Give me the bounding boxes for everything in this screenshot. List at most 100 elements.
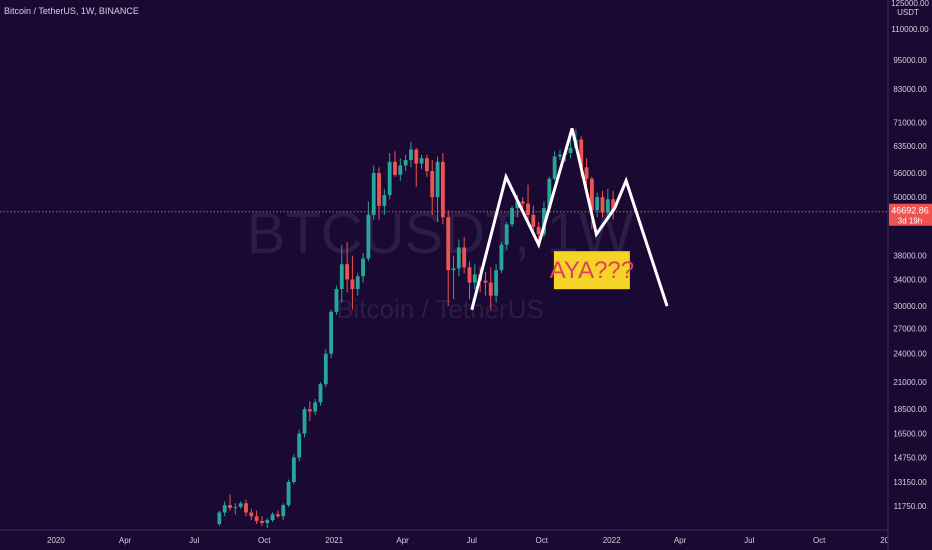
- candle: [318, 382, 323, 406]
- price-tick-label: 38000.00: [893, 252, 927, 261]
- candle: [350, 255, 355, 310]
- candle: [531, 205, 536, 235]
- pattern-drawing[interactable]: [470, 127, 669, 311]
- candle-body: [451, 268, 456, 271]
- candle: [244, 499, 248, 517]
- time-tick-label: Apr: [674, 536, 687, 545]
- candle: [446, 210, 451, 307]
- price-axis-currency: USDT: [897, 8, 919, 17]
- candle: [291, 453, 296, 485]
- time-tick-label: Oct: [258, 536, 271, 545]
- candle-body: [361, 258, 365, 277]
- candle: [297, 429, 302, 462]
- candle: [419, 154, 424, 170]
- candle: [467, 261, 472, 300]
- candle: [552, 151, 557, 181]
- candle: [238, 501, 243, 509]
- price-tick-label: 95000.00: [893, 56, 927, 65]
- candle-body: [377, 172, 381, 206]
- price-tick-label: 18500.00: [893, 405, 927, 414]
- candle-body: [339, 264, 344, 290]
- candle-body: [547, 178, 552, 209]
- price-tick-label: 13150.00: [893, 478, 927, 487]
- candle-body: [275, 514, 280, 517]
- candle: [611, 190, 616, 220]
- candle-body: [313, 402, 318, 412]
- price-tick-label: 11750.00: [894, 502, 927, 511]
- candle: [584, 158, 589, 189]
- candle-body: [302, 409, 307, 434]
- candle: [558, 149, 562, 161]
- candle-body: [430, 171, 435, 198]
- price-tick-label: 34000.00: [893, 275, 927, 284]
- candle-body: [222, 505, 227, 513]
- candle: [409, 141, 413, 168]
- candle: [398, 158, 403, 181]
- price-tick-label: 63500.00: [893, 142, 927, 151]
- candle: [403, 154, 408, 172]
- last-price-value: 46692.86: [891, 206, 929, 216]
- time-tick-label: 2020: [47, 536, 65, 545]
- candle-body: [249, 512, 254, 517]
- time-tick-label: 2022: [603, 536, 621, 545]
- candle-body: [589, 178, 594, 211]
- time-tick-label: 2021: [325, 536, 343, 545]
- candle: [499, 242, 504, 274]
- candle-body: [254, 516, 259, 522]
- candle-body: [398, 165, 403, 175]
- price-tick-label: 50000.00: [893, 193, 927, 202]
- price-tick-label: 14750.00: [893, 454, 927, 463]
- candle-body: [605, 199, 610, 213]
- candle-body: [345, 264, 350, 280]
- candle: [371, 165, 376, 220]
- candle-body: [409, 149, 413, 161]
- candle-body: [440, 161, 445, 218]
- candle: [228, 494, 232, 511]
- symbol-label[interactable]: Bitcoin / TetherUS, 1W, BINANCE: [4, 6, 139, 16]
- candle: [494, 264, 499, 303]
- price-axis[interactable]: 110000.00 95000.00 83000.00 71000.00 63500.0…: [891, 25, 929, 511]
- candle-body: [419, 158, 424, 164]
- candle: [222, 501, 227, 517]
- candle-body: [526, 203, 530, 215]
- candle-body: [228, 505, 232, 508]
- candle-body: [520, 201, 525, 204]
- candle-body: [494, 270, 499, 296]
- candle-body: [424, 158, 429, 172]
- candle-body: [462, 247, 467, 268]
- price-tick-label: 16500.00: [893, 430, 927, 439]
- candle-body: [483, 280, 488, 283]
- candle: [286, 479, 291, 507]
- candle: [345, 242, 350, 293]
- time-tick-label: Apr: [396, 536, 409, 545]
- candle: [361, 252, 365, 283]
- candle: [595, 192, 600, 218]
- candle: [270, 512, 275, 523]
- candle: [329, 309, 334, 359]
- price-tick-label: 56000.00: [893, 169, 927, 178]
- candle-body: [467, 267, 472, 283]
- candle-body: [355, 276, 360, 290]
- candle: [414, 147, 419, 187]
- price-tick-label: 21000.00: [893, 378, 927, 387]
- price-axis-background: [888, 0, 932, 550]
- watermark: BTCUSDT, 1W Bitcoin / TetherUS: [247, 201, 634, 324]
- time-tick-label: Oct: [813, 536, 826, 545]
- annotation[interactable]: AYA???: [550, 251, 635, 290]
- candle-body: [233, 506, 238, 508]
- price-axis-top-value: 125000.00: [891, 0, 929, 8]
- candle-body: [382, 195, 387, 206]
- candle-body: [446, 217, 451, 271]
- time-axis-background: [0, 530, 888, 550]
- candle-body: [558, 154, 562, 157]
- candle: [254, 510, 259, 524]
- annotation-box: [553, 251, 630, 290]
- candle-body: [270, 514, 275, 521]
- candle-body: [366, 214, 371, 259]
- candle: [387, 152, 392, 200]
- candle: [456, 239, 461, 277]
- candle: [600, 190, 605, 218]
- candle-body: [387, 161, 392, 196]
